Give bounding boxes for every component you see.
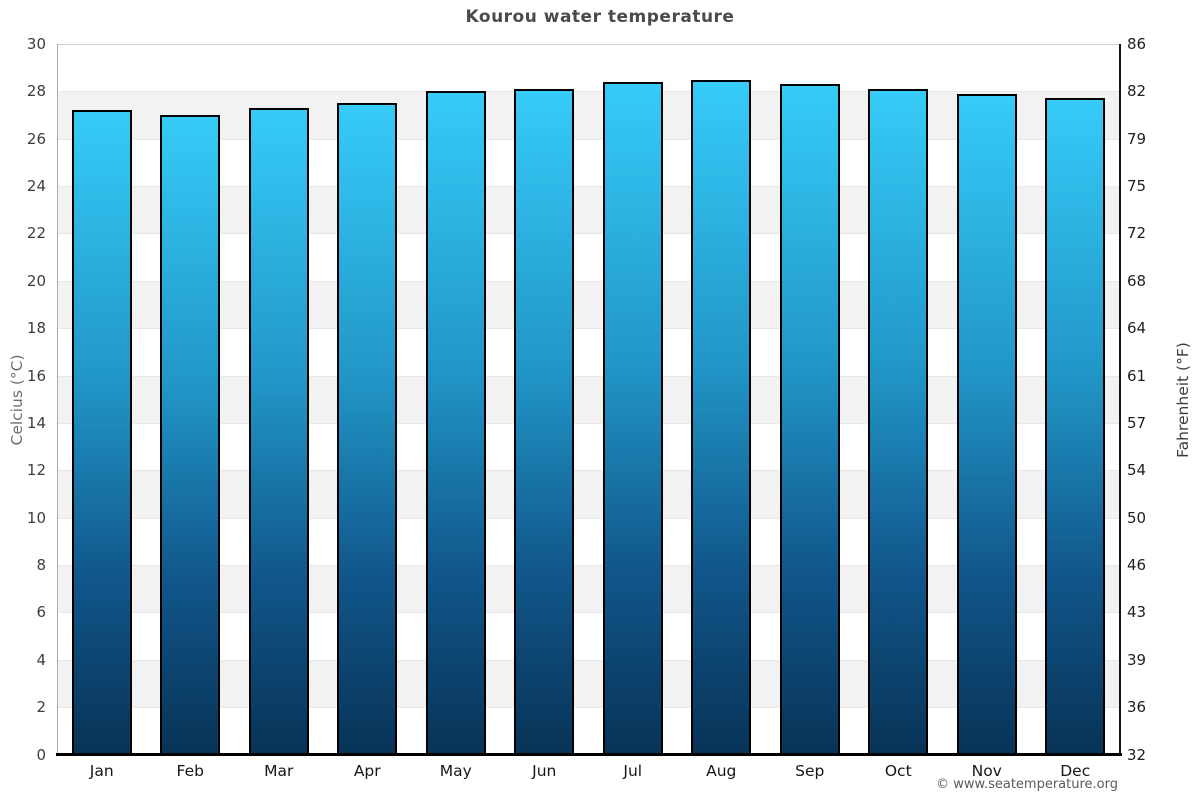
celsius-tick-16: 16 [26, 366, 46, 385]
plot-area [57, 44, 1120, 755]
grid-band [57, 44, 1120, 92]
x-axis-line [55, 753, 1122, 756]
month-label-jan: Jan [89, 762, 114, 780]
month-label-nov: Nov [971, 762, 1002, 780]
celsius-tick-26: 26 [26, 129, 46, 148]
grid-band [57, 375, 1120, 423]
grid-band [57, 233, 1120, 281]
month-label-aug: Aug [706, 762, 737, 780]
fahrenheit-tick-50: 50 [1127, 508, 1147, 527]
grid-band [57, 565, 1120, 613]
grid-band [57, 517, 1120, 566]
fahrenheit-tick-39: 39 [1127, 650, 1147, 669]
fahrenheit-tick-43: 43 [1127, 603, 1147, 622]
grid-band [57, 138, 1120, 187]
bar-jun [514, 89, 575, 755]
celsius-tick-8: 8 [36, 556, 46, 575]
bar-apr [337, 103, 398, 755]
y-axis-title-fahrenheit: Fahrenheit (°F) [1174, 342, 1192, 458]
month-label-jun: Jun [532, 762, 557, 780]
fahrenheit-tick-82: 82 [1127, 82, 1147, 101]
fahrenheit-tick-36: 36 [1127, 698, 1147, 717]
fahrenheit-tick-46: 46 [1127, 556, 1147, 575]
celsius-tick-6: 6 [36, 603, 46, 622]
celsius-tick-18: 18 [26, 319, 46, 338]
bar-oct [868, 89, 929, 755]
month-label-oct: Oct [884, 762, 912, 780]
fahrenheit-tick-75: 75 [1127, 177, 1147, 196]
grid-band [57, 659, 1120, 708]
bar-nov [956, 93, 1017, 755]
bar-dec [1045, 98, 1106, 755]
month-label-mar: Mar [264, 762, 294, 780]
celsius-tick-30: 30 [26, 35, 46, 53]
chart-title: Kourou water temperature [465, 7, 735, 27]
y-axis-line-right [1118, 44, 1121, 754]
celsius-tick-0: 0 [36, 745, 46, 764]
bar-feb [160, 115, 221, 755]
fahrenheit-tick-61: 61 [1127, 366, 1147, 385]
celsius-tick-14: 14 [26, 413, 46, 432]
month-label-sep: Sep [795, 762, 825, 780]
grid-band [57, 470, 1120, 518]
celsius-tick-20: 20 [26, 271, 46, 290]
month-label-dec: Dec [1060, 762, 1091, 780]
month-label-jul: Jul [623, 762, 643, 780]
month-label-apr: Apr [353, 762, 381, 780]
bar-jan [71, 110, 132, 755]
fahrenheit-tick-86: 86 [1127, 35, 1147, 53]
celsius-tick-4: 4 [36, 650, 46, 669]
celsius-tick-24: 24 [26, 177, 46, 196]
bar-jul [602, 81, 663, 755]
celsius-tick-12: 12 [26, 461, 46, 480]
bar-mar [248, 107, 309, 755]
grid-band [57, 91, 1120, 139]
celsius-tick-28: 28 [26, 82, 46, 101]
grid-band [57, 328, 1120, 376]
fahrenheit-tick-32: 32 [1127, 745, 1147, 764]
fahrenheit-tick-68: 68 [1127, 271, 1147, 290]
month-label-feb: Feb [176, 762, 204, 780]
bar-sep [779, 84, 840, 755]
copyright-watermark: © www.seatemperature.org [936, 777, 1118, 792]
y-axis-line-left [57, 44, 58, 754]
bar-may [425, 91, 486, 755]
grid-band [57, 612, 1120, 660]
fahrenheit-tick-79: 79 [1127, 129, 1147, 148]
fahrenheit-tick-54: 54 [1127, 461, 1147, 480]
celsius-tick-22: 22 [26, 224, 46, 243]
celsius-tick-10: 10 [26, 508, 46, 527]
fahrenheit-tick-57: 57 [1127, 413, 1147, 432]
fahrenheit-tick-72: 72 [1127, 224, 1147, 243]
grid-band [57, 422, 1120, 471]
grid-band [57, 186, 1120, 234]
y-axis-title-celsius: Celcius (°C) [8, 354, 26, 446]
celsius-tick-2: 2 [36, 698, 46, 717]
month-label-may: May [439, 762, 472, 780]
bar-aug [691, 79, 752, 755]
fahrenheit-tick-64: 64 [1127, 319, 1147, 338]
grid-band [57, 707, 1120, 755]
grid-band [57, 280, 1120, 329]
